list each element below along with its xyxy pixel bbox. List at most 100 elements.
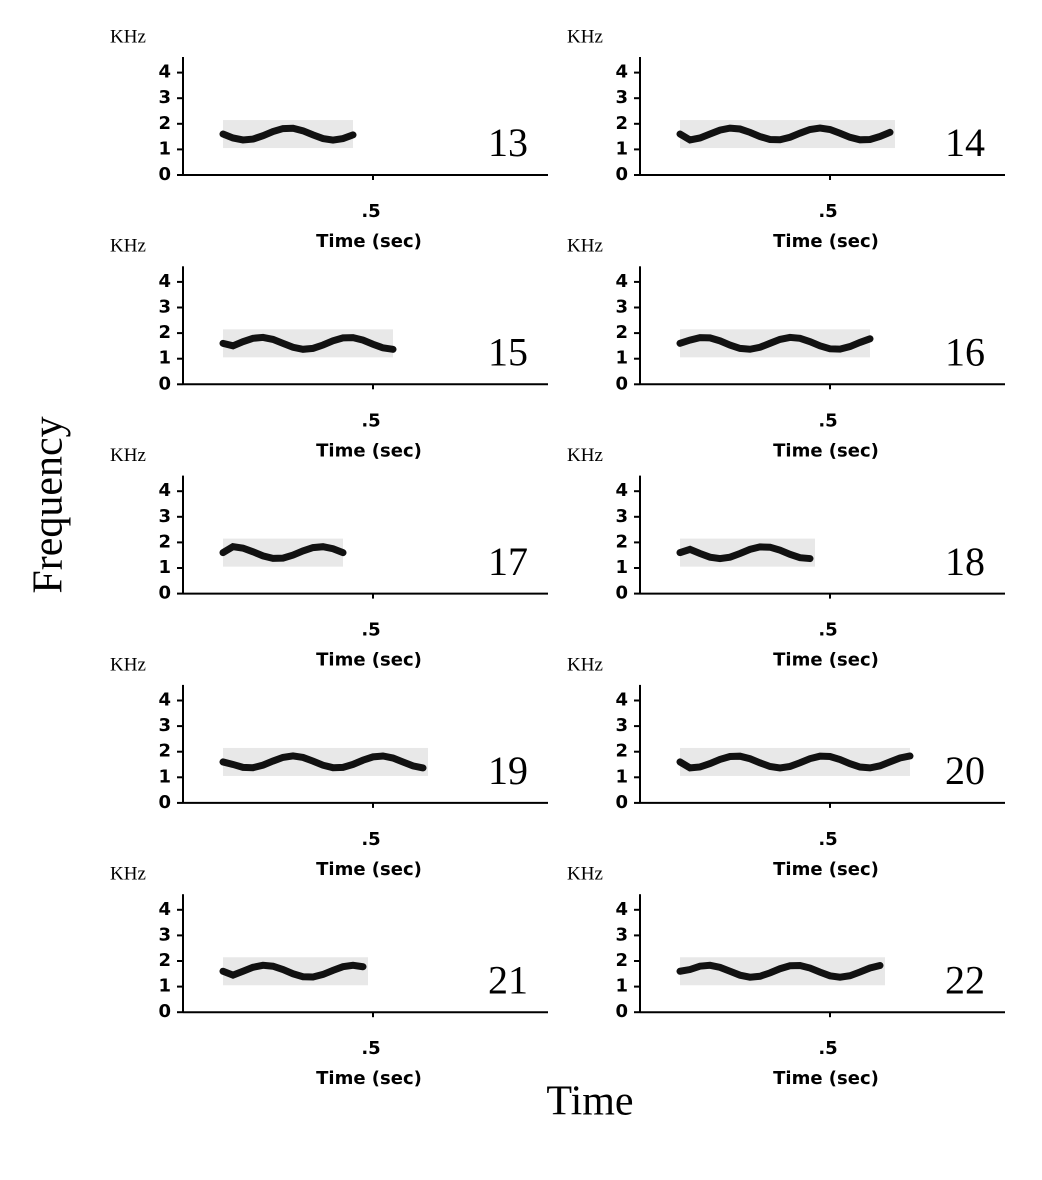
y-tick-label: 3 — [615, 87, 628, 108]
y-tick-label: 4 — [158, 271, 171, 292]
x-tick-label: .5 — [361, 1038, 380, 1059]
unit-label: KHz — [567, 445, 603, 466]
y-tick-label: 2 — [615, 113, 628, 134]
y-tick-label: 0 — [158, 583, 171, 604]
x-tick-label: .5 — [818, 201, 837, 222]
panel-number: 15 — [488, 329, 528, 374]
x-tick-label: .5 — [361, 620, 380, 641]
spectrogram-trace — [219, 333, 397, 353]
y-tick-label: 4 — [615, 480, 628, 501]
unit-label: KHz — [567, 26, 603, 47]
y-tick-label: 2 — [158, 741, 171, 762]
y-tick-label: 2 — [615, 322, 628, 343]
x-axis-title: Time (sec) — [773, 231, 879, 252]
x-axis-title: Time (sec) — [316, 440, 422, 461]
x-axis-title: Time (sec) — [316, 1068, 422, 1089]
spectrogram-trace — [676, 543, 814, 563]
y-tick-label: 3 — [615, 506, 628, 527]
y-tick-label: 0 — [615, 1001, 628, 1022]
y-tick-label: 3 — [158, 506, 171, 527]
y-tick-label: 1 — [615, 348, 628, 369]
y-tick-label: 4 — [158, 62, 171, 83]
panel-number: 17 — [488, 539, 528, 584]
unit-label: KHz — [110, 26, 146, 47]
panel-number: 22 — [945, 957, 985, 1002]
x-axis-title: Time (sec) — [773, 440, 879, 461]
y-tick-label: 4 — [615, 62, 628, 83]
y-tick-label: 1 — [615, 976, 628, 997]
y-tick-label: 4 — [158, 899, 171, 920]
y-tick-label: 4 — [615, 690, 628, 711]
unit-label: KHz — [110, 864, 146, 885]
y-tick-label: 1 — [158, 557, 171, 578]
y-tick-label: 3 — [158, 297, 171, 318]
unit-label: KHz — [110, 236, 146, 257]
y-tick-label: 1 — [158, 976, 171, 997]
x-axis-title: Time (sec) — [773, 859, 879, 880]
y-tick-label: 3 — [615, 715, 628, 736]
x-axis-title: Time (sec) — [316, 231, 422, 252]
x-tick-label: .5 — [818, 1038, 837, 1059]
spectrogram-trace — [219, 752, 427, 772]
spectrogram-trace — [219, 961, 367, 981]
y-tick-label: 0 — [158, 1001, 171, 1022]
y-tick-label: 3 — [158, 87, 171, 108]
x-tick-label: .5 — [818, 829, 837, 850]
y-tick-label: 3 — [615, 297, 628, 318]
y-tick-label: 1 — [615, 138, 628, 159]
y-tick-label: 0 — [615, 164, 628, 185]
y-tick-label: 2 — [158, 322, 171, 343]
spectrogram-trace — [676, 124, 894, 144]
x-tick-label: .5 — [361, 410, 380, 431]
y-tick-label: 0 — [615, 583, 628, 604]
spectrogram-trace — [219, 124, 357, 144]
y-tick-label: 1 — [615, 557, 628, 578]
spectrogram-noise — [223, 538, 343, 567]
panel-number: 16 — [945, 329, 985, 374]
unit-label: KHz — [110, 445, 146, 466]
y-tick-label: 2 — [615, 950, 628, 971]
panel-number: 19 — [488, 748, 528, 793]
y-tick-label: 2 — [158, 113, 171, 134]
y-tick-label: 4 — [158, 690, 171, 711]
y-tick-label: 4 — [158, 480, 171, 501]
panel-number: 21 — [488, 957, 528, 1002]
spectrogram-trace — [219, 542, 347, 562]
y-tick-label: 0 — [615, 373, 628, 394]
x-axis-label: Time — [546, 1079, 633, 1125]
y-tick-label: 1 — [158, 348, 171, 369]
x-axis-title: Time (sec) — [316, 650, 422, 671]
x-tick-label: .5 — [361, 201, 380, 222]
unit-label: KHz — [567, 236, 603, 257]
y-tick-label: 3 — [158, 924, 171, 945]
unit-label: KHz — [567, 654, 603, 675]
x-axis-title: Time (sec) — [316, 859, 422, 880]
y-tick-label: 2 — [615, 741, 628, 762]
y-tick-label: 4 — [615, 271, 628, 292]
x-tick-label: .5 — [818, 620, 837, 641]
y-tick-label: 4 — [615, 899, 628, 920]
unit-label: KHz — [567, 864, 603, 885]
spectrogram-noise — [223, 120, 353, 149]
y-tick-label: 1 — [158, 138, 171, 159]
spectrogram-trace — [676, 333, 874, 353]
y-axis-label: Frequency — [26, 416, 72, 593]
panel-number: 14 — [945, 120, 985, 165]
panel-number: 20 — [945, 748, 985, 793]
y-tick-label: 3 — [158, 715, 171, 736]
y-tick-label: 0 — [158, 373, 171, 394]
y-tick-label: 0 — [158, 164, 171, 185]
panel-number: 18 — [945, 539, 985, 584]
unit-label: KHz — [110, 654, 146, 675]
y-tick-label: 1 — [615, 766, 628, 787]
y-tick-label: 0 — [158, 792, 171, 813]
y-tick-label: 3 — [615, 924, 628, 945]
spectrogram-trace — [676, 752, 914, 772]
y-tick-label: 1 — [158, 766, 171, 787]
y-tick-label: 2 — [615, 531, 628, 552]
x-axis-title: Time (sec) — [773, 650, 879, 671]
y-tick-label: 0 — [615, 792, 628, 813]
y-tick-label: 2 — [158, 531, 171, 552]
x-tick-label: .5 — [361, 829, 380, 850]
